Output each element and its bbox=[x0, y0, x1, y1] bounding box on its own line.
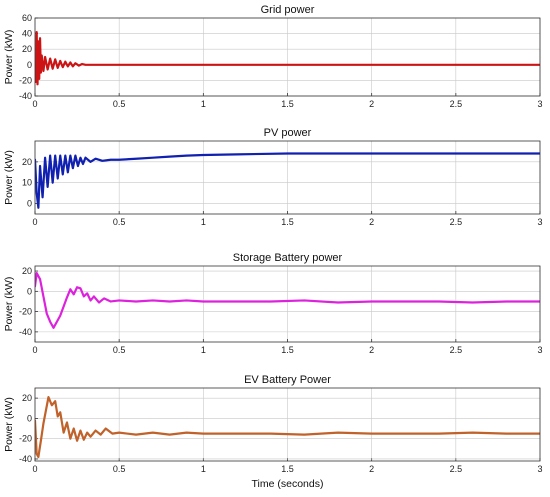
chart-1-ylabel: Power (kW) bbox=[3, 150, 15, 205]
chart-0-xtick-label: 0 bbox=[32, 99, 37, 109]
chart-0-xtick-label: 2.5 bbox=[450, 99, 463, 109]
chart-1-ytick-label: 20 bbox=[22, 157, 32, 167]
chart-1-axes-frame bbox=[34, 140, 541, 215]
chart-1-ytick-label: 10 bbox=[22, 178, 32, 188]
chart-0-ytick-label: 60 bbox=[22, 13, 32, 23]
chart-2-xtick-label: 3 bbox=[537, 345, 542, 355]
chart-2-ytick-label: -40 bbox=[19, 327, 32, 337]
chart-3-xtick-label: 3 bbox=[537, 464, 542, 474]
chart-1-xtick-label: 3 bbox=[537, 217, 542, 227]
chart-2-xtick-label: 0.5 bbox=[113, 345, 126, 355]
chart-0-title: Grid power bbox=[261, 4, 315, 16]
chart-0-ytick-label: 20 bbox=[22, 44, 32, 54]
chart-1-title: PV power bbox=[264, 127, 312, 139]
chart-3-title: EV Battery Power bbox=[244, 374, 331, 386]
chart-0-ytick-label: 40 bbox=[22, 29, 32, 39]
chart-1-xtick-label: 2.5 bbox=[450, 217, 463, 227]
chart-2-xtick-label: 1.5 bbox=[281, 345, 294, 355]
chart-0-xtick-label: 3 bbox=[537, 99, 542, 109]
chart-2-xtick-label: 1 bbox=[201, 345, 206, 355]
chart-2-xtick-label: 0 bbox=[32, 345, 37, 355]
chart-0-series-line bbox=[35, 30, 540, 86]
chart-1-xtick-label: 1.5 bbox=[281, 217, 294, 227]
chart-3-xtick-label: 0.5 bbox=[113, 464, 126, 474]
chart-1-series-line bbox=[35, 152, 540, 209]
chart-1-ytick-label: 0 bbox=[27, 199, 32, 209]
chart-3-axes-frame bbox=[34, 387, 541, 462]
chart-0-ytick-label: 0 bbox=[27, 60, 32, 70]
chart-1-xtick-label: 0 bbox=[32, 217, 37, 227]
chart-3-ytick-label: 20 bbox=[22, 393, 32, 403]
subplot-pv-power: 0 0.5 1 1.5 2 2.5 3 0 10 20 PV power Power (kW) bbox=[3, 127, 543, 227]
chart-3-xtick-label: 2.5 bbox=[450, 464, 463, 474]
chart-2-title: Storage Battery power bbox=[233, 252, 343, 264]
chart-2-ytick-label: 0 bbox=[27, 286, 32, 296]
chart-0-ylabel: Power (kW) bbox=[3, 30, 15, 85]
chart-3-ytick-label: 0 bbox=[27, 413, 32, 423]
chart-2-xtick-label: 2 bbox=[369, 345, 374, 355]
chart-0-axes-frame bbox=[34, 17, 541, 97]
chart-2-ytick-label: 20 bbox=[22, 266, 32, 276]
chart-0-xtick-label: 0.5 bbox=[113, 99, 126, 109]
chart-2-ytick-label: -20 bbox=[19, 307, 32, 317]
chart-0-xtick-label: 2 bbox=[369, 99, 374, 109]
chart-0-xtick-label: 1.5 bbox=[281, 99, 294, 109]
subplot-grid-power: 0 0.5 1 1.5 2 2.5 3 -40 -20 0 20 40 60 Grid power Powe… bbox=[3, 4, 543, 109]
subplot-storage-battery-power: 0 0.5 1 1.5 2 2.5 3 -40 -20 0 20 Storage Battery po… bbox=[3, 252, 543, 355]
chart-2-series-line bbox=[35, 271, 540, 329]
chart-0-xtick-label: 1 bbox=[201, 99, 206, 109]
chart-3-ytick-label: -20 bbox=[19, 434, 32, 444]
chart-0-ytick-label: -40 bbox=[19, 91, 32, 101]
chart-2-xtick-label: 2.5 bbox=[450, 345, 463, 355]
subplot-ev-battery-power: 0 0.5 1 1.5 2 2.5 3 -40 -20 0 20 EV Battery Power Po… bbox=[3, 374, 543, 490]
chart-2-axes-frame bbox=[34, 265, 541, 343]
chart-3-ylabel: Power (kW) bbox=[3, 397, 15, 452]
chart-1-xtick-label: 2 bbox=[369, 217, 374, 227]
chart-0-ytick-label: -20 bbox=[19, 75, 32, 85]
chart-3-xtick-label: 2 bbox=[369, 464, 374, 474]
chart-3-xtick-label: 1 bbox=[201, 464, 206, 474]
chart-3-xtick-label: 1.5 bbox=[281, 464, 294, 474]
chart-3-ytick-label: -40 bbox=[19, 454, 32, 464]
chart-2-ylabel: Power (kW) bbox=[3, 277, 15, 332]
chart-3-xlabel: Time (seconds) bbox=[252, 478, 324, 490]
chart-3-series-line bbox=[35, 396, 540, 459]
chart-1-xtick-label: 1 bbox=[201, 217, 206, 227]
chart-1-xtick-label: 0.5 bbox=[113, 217, 126, 227]
chart-3-xtick-label: 0 bbox=[32, 464, 37, 474]
